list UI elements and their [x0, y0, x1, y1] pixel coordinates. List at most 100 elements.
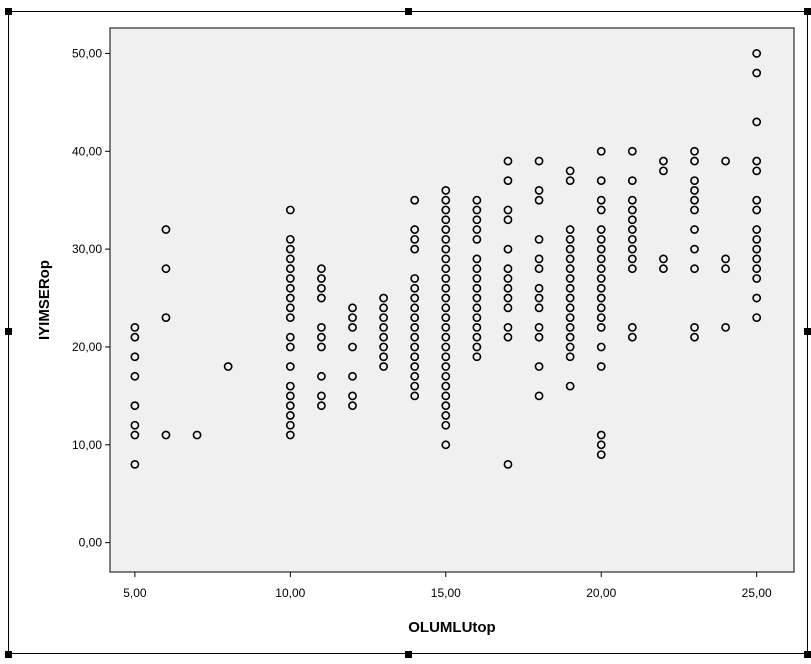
resize-handle-top-left[interactable]: [5, 8, 12, 15]
scatter-point: [752, 244, 762, 254]
scatter-point: [348, 401, 357, 411]
scatter-point: [534, 254, 544, 264]
scatter-point: [441, 362, 451, 371]
scatter-point: [410, 342, 420, 352]
scatter-point: [285, 420, 295, 430]
scatter-point: [472, 254, 482, 264]
x-axis: 5,00 10,00 15,00 20,00 25,00: [123, 572, 772, 600]
scatter-point: [596, 264, 606, 274]
scatter-point: [565, 352, 575, 362]
scatter-point: [503, 322, 513, 332]
scatter-point: [565, 244, 575, 254]
scatter-point: [690, 205, 699, 215]
scatter-point: [752, 313, 762, 323]
scatter-point: [441, 244, 451, 254]
scatter-point: [534, 362, 544, 371]
scatter-point: [534, 391, 544, 401]
scatter-point: [534, 303, 544, 313]
scatter-point: [317, 401, 326, 411]
scatter-point: [659, 264, 668, 274]
scatter-point: [441, 186, 451, 195]
scatter-point: [721, 322, 730, 332]
resize-handle-top-right[interactable]: [804, 8, 811, 15]
resize-handle-bottom-center[interactable]: [405, 651, 412, 658]
scatter-point: [285, 283, 295, 293]
scatter-point: [503, 332, 513, 342]
y-tick-label: 40,00: [72, 144, 102, 158]
y-axis: 0,00 10,00 20,00 30,00 40,00 50,00: [72, 46, 110, 550]
scatter-point: [503, 244, 513, 254]
x-tick-label: 10,00: [275, 586, 305, 600]
scatter-point: [410, 303, 420, 313]
scatter-point: [565, 274, 575, 283]
scatter-point: [596, 450, 606, 459]
scatter-point: [721, 156, 730, 166]
scatter-point: [472, 332, 482, 342]
scatter-point: [379, 342, 388, 352]
resize-handle-bottom-left[interactable]: [5, 651, 12, 658]
scatter-point: [285, 342, 295, 352]
scatter-point: [627, 322, 637, 332]
scatter-point: [503, 215, 513, 225]
scatter-point: [410, 283, 420, 293]
scatter-point: [752, 264, 762, 274]
scatter-point: [441, 371, 451, 381]
scatter-point: [752, 166, 762, 176]
scatter-point: [441, 391, 451, 401]
scatter-point: [317, 332, 326, 342]
scatter-point: [223, 362, 233, 371]
scatter-point: [161, 264, 171, 274]
scatter-point: [534, 156, 544, 166]
scatter-point: [596, 313, 606, 323]
resize-handle-middle-right[interactable]: [804, 328, 811, 335]
scatter-point: [565, 303, 575, 313]
scatter-point: [441, 264, 451, 274]
scatter-point: [721, 264, 730, 274]
scatter-point: [659, 156, 668, 166]
scatter-point: [503, 156, 513, 166]
scatter-point: [534, 186, 544, 195]
scatter-point: [285, 274, 295, 283]
x-tick-label: 25,00: [742, 586, 772, 600]
scatter-point: [627, 234, 637, 244]
scatter-point: [627, 254, 637, 264]
scatter-point: [410, 244, 420, 254]
scatter-point: [534, 332, 544, 342]
scatter-point: [503, 459, 513, 469]
scatter-point: [690, 156, 699, 166]
scatter-point: [130, 459, 140, 469]
scatter-point: [161, 313, 171, 323]
scatter-point: [627, 176, 637, 186]
scatter-point: [752, 234, 762, 244]
resize-handle-middle-left[interactable]: [5, 328, 12, 335]
scatter-point: [503, 303, 513, 313]
scatter-point: [379, 362, 388, 371]
scatter-point: [565, 225, 575, 234]
scatter-point: [565, 293, 575, 303]
scatter-point: [441, 342, 451, 352]
resize-handle-bottom-right[interactable]: [804, 651, 811, 658]
scatter-point: [410, 362, 420, 371]
plot-area: [109, 27, 795, 573]
resize-handle-top-center[interactable]: [405, 8, 412, 15]
x-tick-label: 20,00: [586, 586, 616, 600]
scatter-point: [472, 215, 482, 225]
scatter-point: [752, 68, 762, 78]
scatter-point: [285, 205, 295, 215]
scatter-point: [565, 176, 575, 186]
scatter-point: [534, 293, 544, 303]
scatter-point: [690, 176, 699, 186]
scatter-point: [379, 322, 388, 332]
scatter-point: [348, 313, 357, 323]
scatter-point: [285, 362, 295, 371]
data-points: [130, 49, 762, 469]
scatter-point: [690, 264, 699, 274]
scatter-point: [596, 283, 606, 293]
scatter-point: [659, 166, 668, 176]
scatter-point: [441, 274, 451, 283]
scatter-point: [410, 381, 420, 391]
scatter-point: [565, 322, 575, 332]
scatter-point: [285, 234, 295, 244]
scatter-point: [410, 225, 420, 234]
scatter-point: [348, 371, 357, 381]
